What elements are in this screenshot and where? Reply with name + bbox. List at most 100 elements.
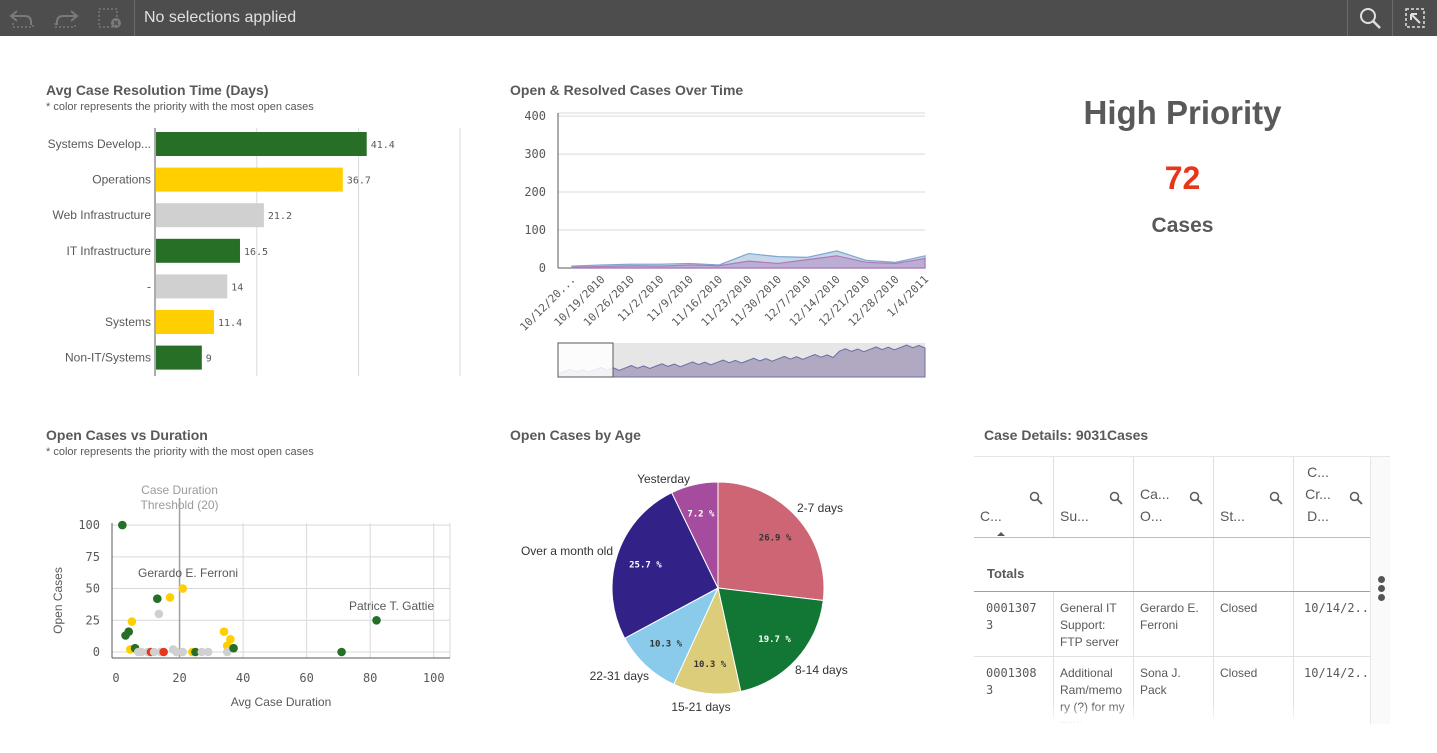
pie-slice: [671, 481, 719, 589]
data-point: [372, 615, 381, 625]
data-point: [178, 647, 188, 657]
x-tick-label: 60: [299, 671, 313, 685]
data-point: [124, 627, 134, 636]
bar: [156, 167, 343, 192]
column-header-subject[interactable]: Su...: [1054, 457, 1134, 537]
selection-status: No selections applied: [144, 9, 297, 26]
category-label: Web Infrastructure: [53, 208, 152, 222]
data-point: [149, 647, 159, 657]
data-point: [178, 584, 188, 593]
slice-value-label: 26.9 %: [759, 533, 792, 543]
x-tick-label: 0: [112, 671, 119, 685]
scatter-chart[interactable]: 0 20 40 60 80 100 0 25 50 75 100 Case Duration Thres…: [40, 470, 470, 720]
x-tick-label: 20: [172, 671, 186, 685]
data-point: [337, 647, 346, 657]
search-icon[interactable]: [1189, 491, 1203, 505]
kpi-value: 72: [1164, 160, 1201, 196]
bar: [156, 238, 240, 263]
data-point: [197, 647, 207, 657]
y-tick-label: 300: [524, 147, 546, 161]
category-label: Operations: [92, 173, 151, 187]
totals-label: Totals: [987, 566, 1025, 581]
case-details-table[interactable]: C... Su... Ca... O... St... C... Cr... D…: [974, 456, 1390, 724]
data-label: 14: [231, 282, 243, 293]
table-cell: 0001307 3: [974, 592, 1054, 656]
step-forward-button[interactable]: [44, 0, 88, 36]
category-label: Systems: [105, 315, 151, 329]
search-icon[interactable]: [1029, 491, 1043, 505]
column-header-label: St...: [1220, 508, 1245, 524]
table-cell: 10/14/2...: [1294, 592, 1374, 656]
slice-label: 22-31 days: [590, 669, 649, 683]
sort-ascending-icon: [997, 532, 1005, 536]
point-annotation: Gerardo E. Ferroni: [138, 566, 238, 580]
data-point: [172, 647, 181, 657]
bar: [156, 203, 264, 228]
pie-chart-title: Open Cases by Age: [510, 427, 641, 443]
table-cell: Closed: [1214, 592, 1294, 656]
kpi-title: High Priority: [1083, 94, 1282, 131]
y-tick-label: 0: [539, 261, 546, 275]
area-series-1: [571, 255, 926, 269]
search-icon[interactable]: [1269, 491, 1283, 505]
more-options-icon[interactable]: [1376, 576, 1386, 606]
y-tick-label: 0: [93, 645, 100, 659]
column-header-case[interactable]: C...: [974, 457, 1054, 537]
clear-selections-icon: [98, 8, 121, 28]
y-axis-label: Open Cases: [51, 567, 65, 634]
column-header-label: C...: [980, 508, 1002, 524]
data-point: [219, 627, 229, 636]
table-row[interactable]: 0001308 3 Additional Ram/memo ry (?) for…: [974, 657, 1374, 724]
bar: [156, 274, 228, 299]
pie-slice: [717, 481, 825, 602]
step-back-button[interactable]: [0, 0, 44, 36]
pie-slice: [717, 587, 824, 693]
pie-slice: [611, 491, 719, 639]
data-point: [154, 609, 164, 619]
data-point: [226, 635, 235, 644]
slice-label: Yesterday: [637, 472, 690, 486]
bar-chart[interactable]: Systems Develop... 41.4 Operations 36.7 Web …: [40, 120, 470, 380]
data-label: 36.7: [347, 176, 371, 187]
data-label: 21.2: [268, 211, 292, 222]
y-tick-label: 25: [86, 613, 100, 627]
column-header-label: Su...: [1060, 508, 1089, 524]
point-annotation: Patrice T. Gattie: [349, 599, 434, 613]
data-label: 11.4: [218, 318, 242, 329]
clear-selections-button[interactable]: [88, 0, 132, 36]
category-label: Non-IT/Systems: [65, 351, 151, 365]
pie-chart[interactable]: 26.9 % 2-7 days 19.7 % 8-14 days 10.3 % 15-21…: [505, 460, 925, 720]
line-chart-title: Open & Resolved Cases Over Time: [510, 82, 744, 98]
y-tick-label: 100: [78, 518, 100, 532]
slice-value-label: 25.7 %: [629, 561, 662, 571]
step-forward-icon: [54, 10, 79, 28]
slice-value-label: 7.2 %: [687, 510, 715, 520]
category-label: IT Infrastructure: [67, 244, 152, 258]
slice-label: Over a month old: [521, 544, 613, 558]
area-chart[interactable]: 010020030040010/12/20...10/19/201010/26/…: [505, 105, 930, 385]
search-icon[interactable]: [1109, 491, 1123, 505]
selections-toolbar: No selections applied: [0, 0, 1437, 36]
column-header-status[interactable]: St...: [1214, 457, 1294, 537]
column-header-owner[interactable]: Ca... O...: [1134, 457, 1214, 537]
y-tick-label: 75: [86, 550, 100, 564]
y-tick-label: 100: [524, 223, 546, 237]
bar: [156, 310, 215, 334]
slice-value-label: 10.3 %: [694, 660, 727, 670]
column-header-label: Ca... O...: [1140, 486, 1170, 524]
table-cell: 0001308 3: [974, 657, 1054, 724]
data-point: [222, 647, 232, 657]
bar: [156, 132, 367, 156]
data-point: [229, 643, 238, 653]
data-label: 41.4: [371, 140, 395, 151]
data-point: [165, 593, 175, 602]
column-header-created-date[interactable]: C... Cr... D...: [1294, 457, 1374, 537]
category-label: Systems Develop...: [48, 137, 151, 151]
data-point: [153, 594, 162, 604]
table-row[interactable]: 0001307 3 General IT Support: FTP server…: [974, 592, 1374, 657]
mini-chart-series: [557, 344, 926, 378]
search-icon[interactable]: [1349, 491, 1363, 505]
totals-row: Totals: [974, 538, 1374, 592]
search-button[interactable]: [1348, 0, 1392, 36]
smart-search-button[interactable]: [1393, 0, 1437, 36]
